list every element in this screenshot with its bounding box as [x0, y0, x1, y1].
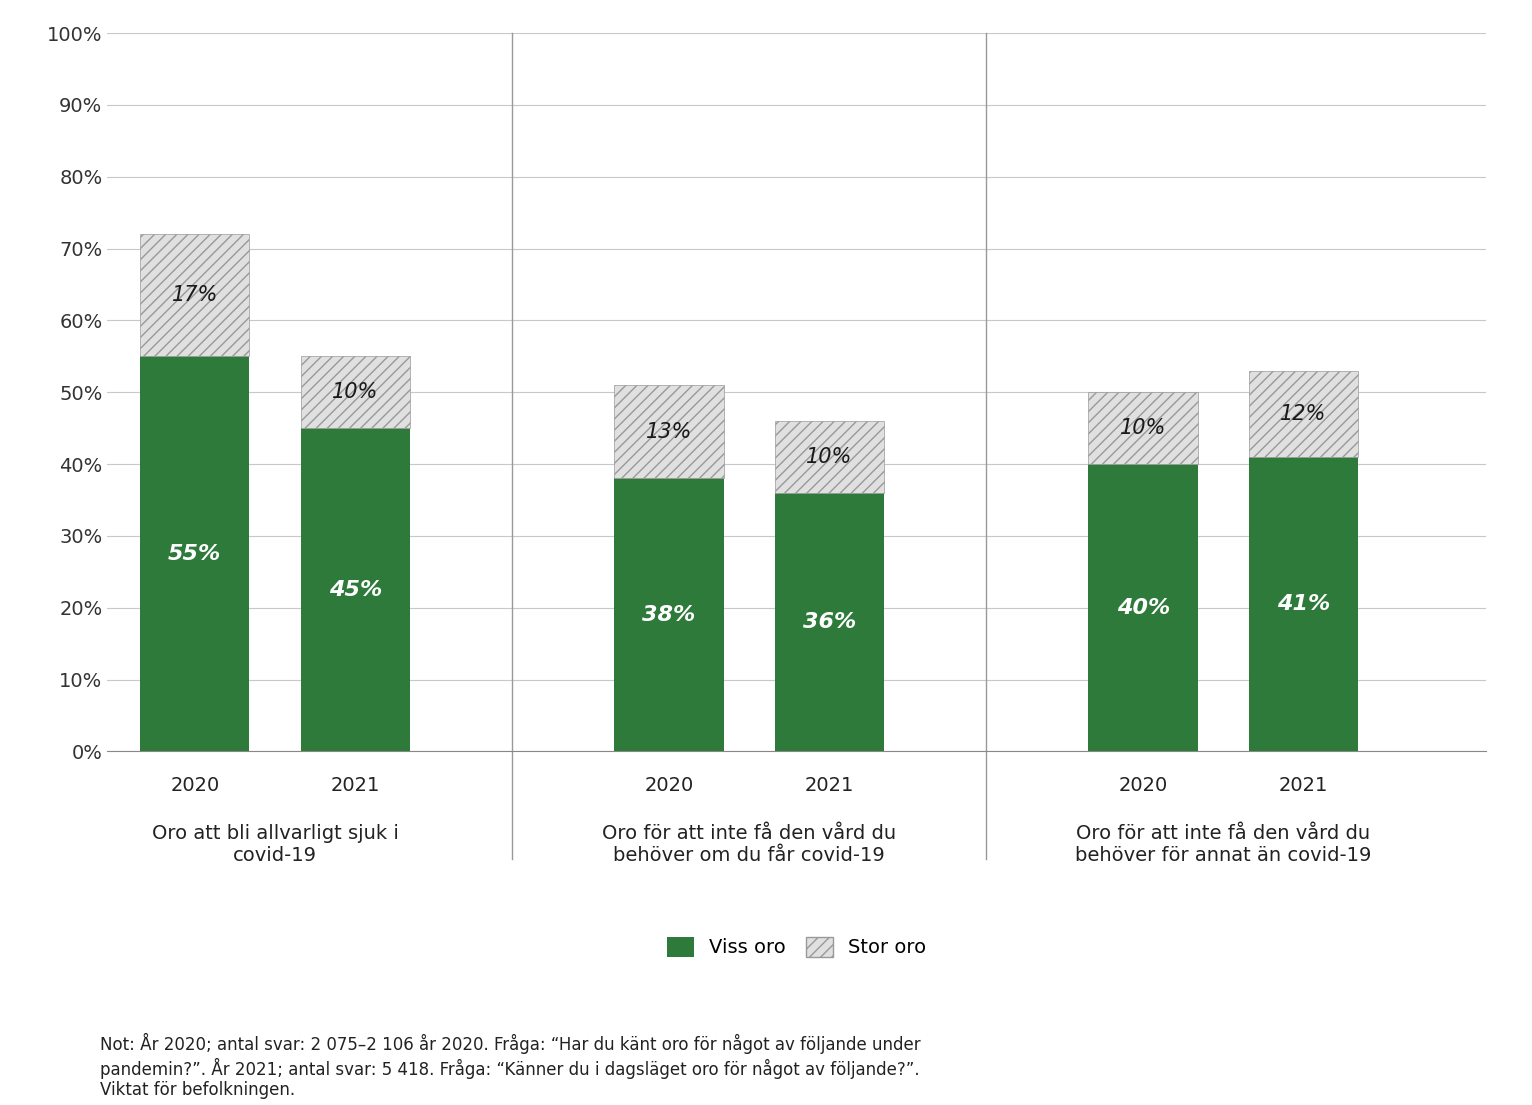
Text: 2020: 2020: [170, 777, 219, 796]
Text: 12%: 12%: [1281, 403, 1327, 424]
Bar: [1249, 457, 1359, 751]
Text: 36%: 36%: [803, 612, 856, 632]
Text: 2021: 2021: [804, 777, 855, 796]
Text: 13%: 13%: [647, 422, 692, 442]
Text: Not: År 2020; antal svar: 2 075–2 106 år 2020. Fråga: “Har du känt oro för något: Not: År 2020; antal svar: 2 075–2 106 år…: [100, 1033, 921, 1099]
Bar: [1088, 392, 1198, 464]
Text: Oro att bli allvarligt sjuk i
covid-19: Oro att bli allvarligt sjuk i covid-19: [152, 823, 398, 864]
Text: 45%: 45%: [329, 580, 381, 600]
Text: 2021: 2021: [1279, 777, 1328, 796]
Text: 10%: 10%: [1120, 418, 1166, 439]
Bar: [1088, 464, 1198, 751]
Text: 17%: 17%: [172, 285, 218, 305]
Bar: [775, 493, 884, 751]
Bar: [300, 428, 411, 751]
Text: 55%: 55%: [169, 544, 222, 564]
Bar: [614, 386, 723, 478]
Bar: [139, 234, 250, 356]
Text: 38%: 38%: [642, 604, 696, 625]
Legend: Viss oro, Stor oro: Viss oro, Stor oro: [666, 937, 927, 957]
Text: 40%: 40%: [1117, 598, 1170, 618]
Text: Oro för att inte få den vård du
behöver om du får covid-19: Oro för att inte få den vård du behöver …: [602, 823, 896, 864]
Bar: [775, 421, 884, 493]
Text: 41%: 41%: [1278, 594, 1330, 614]
Bar: [139, 356, 250, 751]
Text: Oro för att inte få den vård du
behöver för annat än covid-19: Oro för att inte få den vård du behöver …: [1075, 823, 1371, 864]
Text: 10%: 10%: [806, 446, 853, 467]
Text: 2021: 2021: [331, 777, 380, 796]
Text: 10%: 10%: [332, 382, 378, 402]
Bar: [300, 356, 411, 428]
Bar: [1249, 371, 1359, 457]
Text: 2020: 2020: [1118, 777, 1167, 796]
Text: 2020: 2020: [645, 777, 694, 796]
Bar: [614, 478, 723, 751]
